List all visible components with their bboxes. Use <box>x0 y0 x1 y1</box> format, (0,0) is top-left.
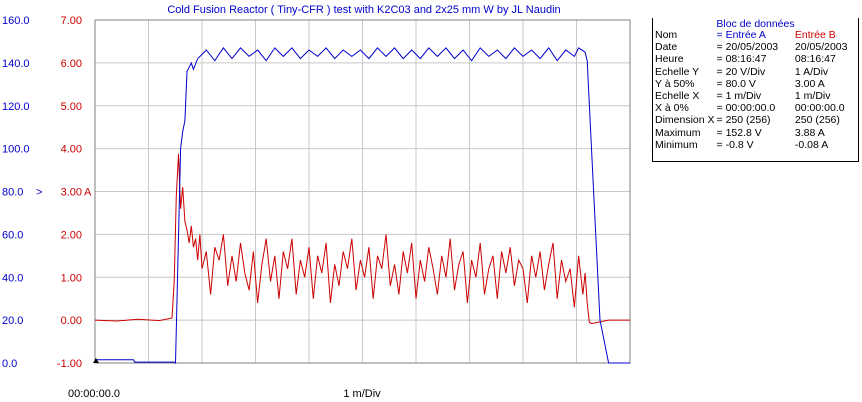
y-left-tick-label: 20.0 <box>2 315 23 327</box>
data-cell-a: = 250 (256) <box>716 114 771 127</box>
data-cell-label: Minimum <box>655 138 698 151</box>
data-row: Echelle Y = 20 V/Div 1 A/Div <box>655 66 858 78</box>
y-right-tick-label: 3.00 <box>61 187 82 199</box>
y-left-tick-label: 160.0 <box>2 15 30 27</box>
data-cell-a: = 20/05/2003 <box>716 41 779 54</box>
y-right-marker: A <box>84 187 92 199</box>
y-left-tick-label: 0.0 <box>2 358 17 370</box>
data-cell-b: -0.08 A <box>794 138 829 151</box>
data-cell-a: = 80.0 V <box>716 77 756 90</box>
y-right-tick-label: 5.00 <box>61 101 82 113</box>
y-left-tick-label: 40.0 <box>2 272 23 284</box>
data-cell-a: = Entrée A <box>716 29 766 41</box>
data-cell-a: = 08:16:47 <box>716 53 767 66</box>
data-cell-b: 20/05/2003 <box>794 41 848 54</box>
data-cell-b: Entrée B <box>794 29 836 41</box>
data-row: Date = 20/05/2003 20/05/2003 <box>655 41 858 53</box>
data-cell-label: Maximum <box>655 126 701 139</box>
data-cell-a: = 20 V/Div <box>716 65 766 78</box>
data-row: Y à 50% = 80.0 V 3.00 A <box>655 78 858 90</box>
series-entree-a <box>95 47 630 364</box>
data-row: Dimension X = 250 (256) 250 (256) <box>655 114 858 126</box>
y-left-tick-label: 140.0 <box>2 58 30 70</box>
panel-title: Bloc de données <box>714 18 797 30</box>
y-right-tick-label: 1.00 <box>61 272 82 284</box>
data-cell-b: 00:00:00.0 <box>794 102 845 115</box>
y-axis-right: -1.00 0.00 1.00 2.00 3.00 4.00 5.00 6.00 7.00 A <box>57 15 92 370</box>
data-cell-label: Echelle Y <box>655 65 700 78</box>
data-row: X à 0% = 00:00:00.0 00:00:00.0 <box>655 102 858 114</box>
series-entree-b <box>94 153 630 325</box>
data-cell-label: Nom <box>655 29 678 41</box>
data-block-panel: Bloc de données Nom = Entrée A Entrée B Dat… <box>652 18 859 162</box>
data-cell-b: 3.00 A <box>794 77 825 90</box>
data-row: Nom = Entrée A Entrée B <box>655 29 858 41</box>
y-left-tick-label: 80.0 <box>2 187 23 199</box>
data-cell-a: = 152.8 V <box>716 126 762 139</box>
y-right-tick-label: 0.00 <box>61 315 82 327</box>
data-cell-a: = 1 m/Div <box>716 90 762 103</box>
data-cell-b: 08:16:47 <box>794 53 836 66</box>
x-origin-label: 00:00:00.0 <box>68 388 120 400</box>
y-right-tick-label: 6.00 <box>61 58 82 70</box>
data-cell-label: X à 0% <box>655 102 689 115</box>
x-scale-label: 1 m/Div <box>343 388 381 400</box>
y-left-tick-label: 120.0 <box>2 101 30 113</box>
data-cell-b: 3.88 A <box>794 126 825 139</box>
y-axis-left: 0.0 20.0 40.0 60.0 80.0 100.0 120.0 140.0 160.0 > <box>2 15 42 370</box>
data-cell-b: 1 A/Div <box>794 65 829 78</box>
data-block-table: Nom = Entrée A Entrée B Date = 20/05/2003 20/… <box>655 29 858 151</box>
y-right-tick-label: 2.00 <box>61 229 82 241</box>
data-cell-label: Y à 50% <box>655 77 695 90</box>
grid <box>95 20 630 363</box>
data-cell-a: = -0.8 V <box>716 138 754 151</box>
data-cell-label: Echelle X <box>655 90 700 103</box>
origin-marker <box>93 358 99 363</box>
data-row: Heure = 08:16:47 08:16:47 <box>655 53 858 65</box>
plot-frame <box>94 19 631 364</box>
y-right-tick-label: -1.00 <box>57 358 82 370</box>
data-row: Maximum = 152.8 V 3.88 A <box>655 127 858 139</box>
data-cell-b: 1 m/Div <box>794 90 831 103</box>
data-cell-b: 250 (256) <box>794 114 840 127</box>
data-row: Minimum = -0.8 V -0.08 A <box>655 139 858 151</box>
y-left-tick-label: 100.0 <box>2 144 30 156</box>
y-right-tick-label: 4.00 <box>61 144 82 156</box>
data-row: Echelle X = 1 m/Div 1 m/Div <box>655 90 858 102</box>
y-right-tick-label: 7.00 <box>61 15 82 27</box>
data-cell-label: Heure <box>655 53 684 66</box>
y-left-marker: > <box>36 187 42 199</box>
data-cell-label: Dimension X <box>655 114 715 127</box>
chart-title: Cold Fusion Reactor ( Tiny-CFR ) test wi… <box>167 4 560 16</box>
data-cell-label: Date <box>655 41 678 54</box>
data-cell-a: = 00:00:00.0 <box>716 102 776 115</box>
y-left-tick-label: 60.0 <box>2 229 23 241</box>
